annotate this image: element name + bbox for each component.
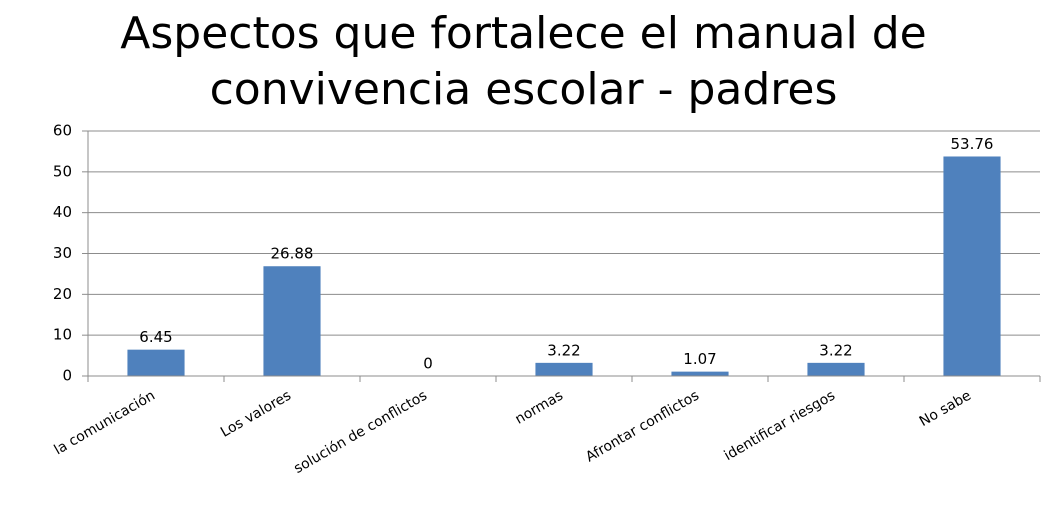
x-tick-label: solución de conflictos [291, 388, 430, 477]
y-tick-label: 30 [53, 244, 72, 262]
x-tick-label: normas [513, 388, 566, 428]
data-label: 1.07 [683, 350, 716, 368]
y-tick-label: 20 [53, 285, 72, 303]
bar [263, 266, 321, 376]
x-tick-label: la comunicación [51, 388, 158, 459]
chart-title: Aspectos que fortalece el manual de conv… [120, 8, 927, 115]
y-tick-label: 60 [53, 122, 72, 140]
y-tick-label: 40 [53, 203, 72, 221]
y-tick-label: 50 [53, 162, 72, 180]
y-tick-label: 0 [62, 367, 72, 385]
x-tick-label: Los valores [218, 388, 294, 441]
x-tick-label: No sabe [917, 388, 974, 430]
y-tick-label: 10 [53, 326, 72, 344]
data-label: 0 [423, 355, 433, 373]
data-label: 26.88 [271, 245, 314, 263]
data-label: 3.22 [547, 341, 580, 359]
bar [671, 371, 729, 376]
x-tick-label: Afrontar conflictos [583, 388, 702, 466]
bar [943, 156, 1001, 376]
data-label: 3.22 [819, 341, 852, 359]
bar [535, 362, 593, 376]
x-tick-label: identificar riesgos [722, 388, 838, 464]
data-label: 53.76 [951, 135, 994, 153]
bar [807, 362, 865, 376]
bar [127, 349, 185, 376]
data-label: 6.45 [139, 328, 172, 346]
